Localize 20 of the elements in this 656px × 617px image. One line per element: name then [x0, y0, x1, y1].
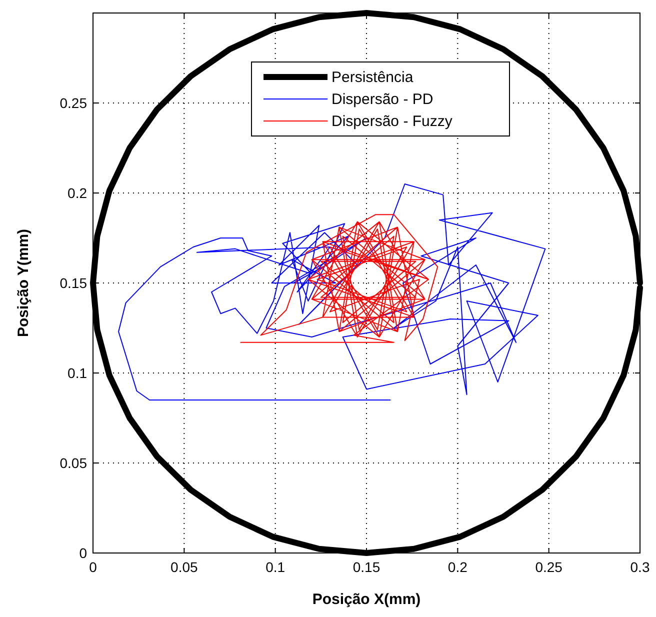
y-tick-label: 0.15 [60, 275, 88, 291]
x-tick-label: 0.25 [535, 559, 563, 575]
x-tick-label: 0 [89, 559, 98, 575]
line-series [118, 184, 546, 400]
x-tick-label: 0.2 [448, 559, 468, 575]
x-axis-title: Posição X(mm) [312, 591, 421, 608]
legend-label: Persistência [332, 69, 414, 86]
x-tick-label: 0.3 [630, 559, 650, 575]
y-tick-label: 0.2 [68, 185, 88, 201]
x-tick-label: 0.15 [352, 559, 380, 575]
x-tick-label: 0.1 [266, 559, 286, 575]
line-series [240, 214, 438, 343]
y-axis-title: Posição Y(mm) [15, 228, 32, 338]
legend-label: Dispersão - PD [332, 91, 434, 108]
legend-label: Dispersão - Fuzzy [332, 113, 453, 130]
y-tick-label: 0.05 [60, 455, 88, 471]
x-tick-label: 0.05 [170, 559, 198, 575]
y-tick-label: 0.25 [60, 95, 88, 111]
y-tick-label: 0 [79, 545, 88, 561]
y-tick-label: 0.1 [68, 365, 88, 381]
